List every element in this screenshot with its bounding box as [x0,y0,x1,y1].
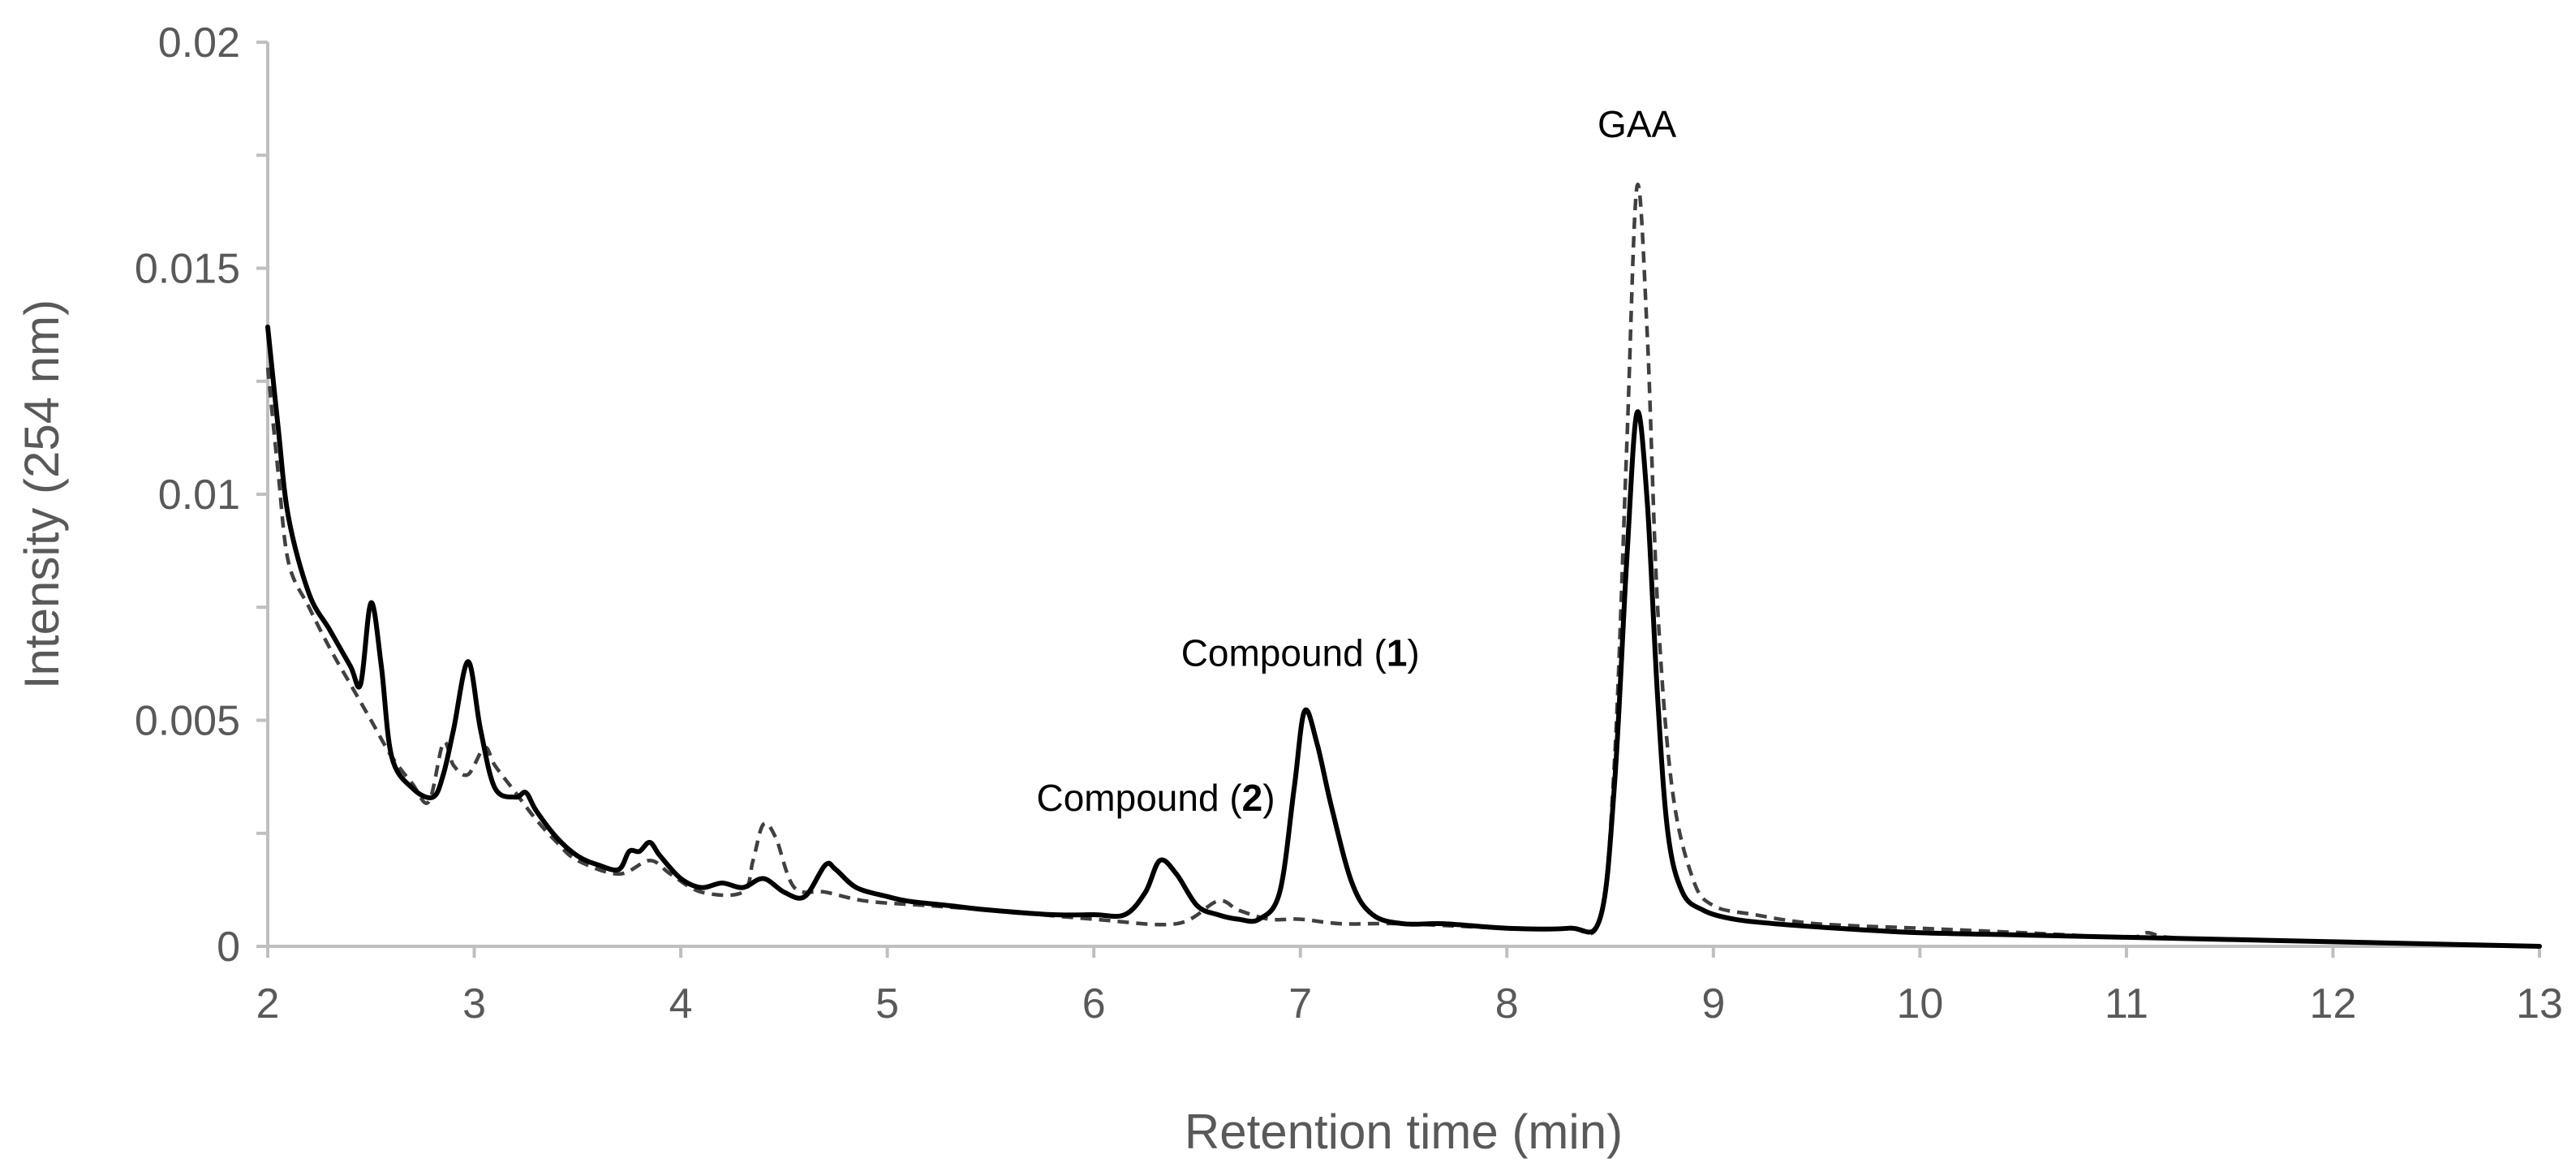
peak-annotation: Compound (1) [1181,632,1420,674]
x-tick-label: 7 [1288,980,1312,1027]
peak-annotation: Compound (2) [1037,777,1275,819]
x-tick-label: 13 [2516,980,2563,1027]
annotation-compound-number: 1 [1387,632,1408,674]
x-axis: 2 3 4 5 6 7 8 9 10 11 12 13 [256,945,2563,1027]
x-tick-label: 10 [1896,980,1943,1027]
y-tick-label: 0 [217,924,240,971]
x-tick-label: 12 [2310,980,2357,1027]
x-tick-label: 8 [1495,980,1519,1027]
x-tick-label: 5 [875,980,899,1027]
annotation-text-end: ) [1262,777,1275,819]
x-tick-label: 3 [462,980,486,1027]
y-axis: 0 0.005 0.01 0.015 0.02 [135,19,269,971]
series-line-solid [265,324,2542,949]
y-axis-title: Intensity (254 nm) [15,299,69,689]
y-tick-label: 0.01 [158,472,240,519]
annotation-layer: Compound (2)Compound (1)GAA [1037,103,1677,819]
annotation-text: GAA [1598,103,1676,145]
y-tick-label: 0.015 [135,246,240,293]
annotation-text-end: ) [1407,632,1419,674]
y-tick-label: 0.02 [158,19,240,67]
annotation-compound-number: 2 [1242,777,1263,819]
annotation-text: Compound ( [1181,632,1387,674]
x-tick-label: 6 [1082,980,1106,1027]
series-layer [265,183,2542,949]
x-tick-label: 9 [1701,980,1725,1027]
x-axis-title: Retention time (min) [1185,1105,1623,1159]
x-tick-label: 4 [669,980,693,1027]
peak-annotation: GAA [1598,103,1676,145]
annotation-text: Compound ( [1037,777,1243,819]
x-tick-label: 2 [256,980,280,1027]
x-tick-label: 11 [2105,980,2148,1027]
y-tick-label: 0.005 [135,698,240,745]
series-line-dashed [265,183,2540,949]
